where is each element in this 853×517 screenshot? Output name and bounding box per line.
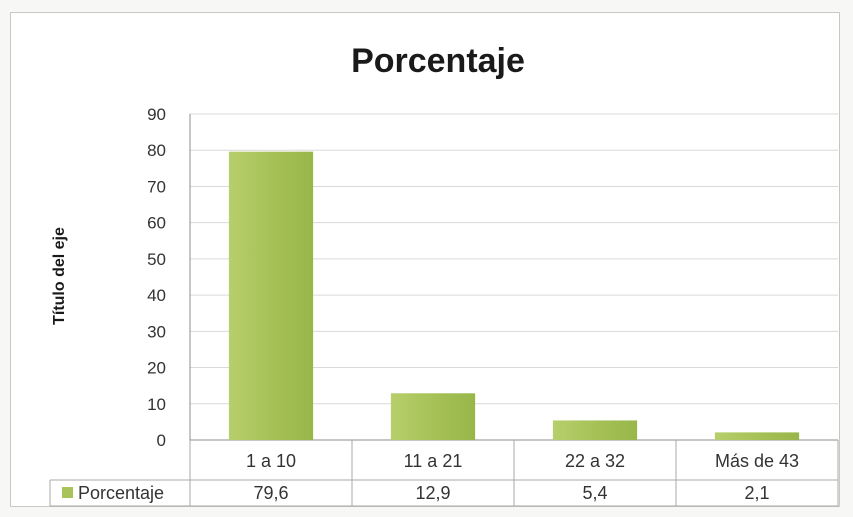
- data-table-value: 79,6: [253, 483, 288, 503]
- bar: [552, 420, 638, 440]
- bar: [390, 393, 476, 440]
- data-table: 1 a 10 79,6 11 a 21 12,9 22 a 32 5,4 Más de 43…: [49, 440, 839, 507]
- y-axis-ticks: 0 10 20 30 40 50 60 70 80 90: [147, 105, 166, 450]
- y-tick-label: 80: [147, 141, 166, 160]
- data-table-value: 2,1: [744, 483, 769, 503]
- x-tick-label: 1 a 10: [246, 451, 296, 471]
- y-tick-label: 40: [147, 286, 166, 305]
- y-tick-label: 60: [147, 214, 166, 233]
- bar: [714, 432, 800, 440]
- x-tick-label: 22 a 32: [565, 451, 625, 471]
- y-tick-label: 70: [147, 177, 166, 196]
- legend-swatch: [62, 487, 73, 498]
- y-tick-label: 90: [147, 105, 166, 124]
- y-tick-label: 0: [157, 431, 166, 450]
- y-tick-label: 30: [147, 322, 166, 341]
- data-table-value: 5,4: [582, 483, 607, 503]
- y-tick-label: 50: [147, 250, 166, 269]
- x-tick-label: 11 a 21: [404, 451, 463, 471]
- y-axis-label: Título del eje: [51, 227, 68, 325]
- chart-title: Porcentaje: [351, 42, 525, 80]
- y-tick-label: 20: [147, 359, 166, 378]
- y-tick-label: 10: [147, 395, 166, 414]
- data-table-value: 12,9: [415, 483, 450, 503]
- x-tick-label: Más de 43: [715, 451, 799, 471]
- bar: [228, 151, 314, 440]
- bars: [228, 151, 800, 440]
- legend-label: Porcentaje: [78, 483, 164, 503]
